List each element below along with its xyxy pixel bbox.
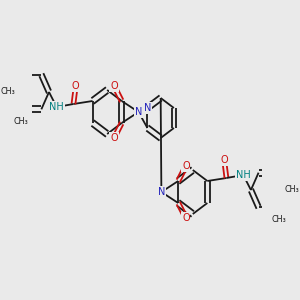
Text: O: O [110,133,118,143]
Text: O: O [220,155,228,165]
Text: CH₃: CH₃ [0,88,15,97]
Text: CH₃: CH₃ [285,185,300,194]
Text: CH₃: CH₃ [13,117,28,126]
Text: O: O [110,81,118,91]
Text: NH: NH [236,170,250,180]
Text: NH: NH [49,102,64,112]
Text: CH₃: CH₃ [272,215,286,224]
Text: N: N [158,187,165,197]
Text: O: O [72,81,80,91]
Text: N: N [144,103,151,113]
Text: O: O [182,213,190,223]
Text: O: O [182,161,190,171]
Text: N: N [135,107,142,117]
